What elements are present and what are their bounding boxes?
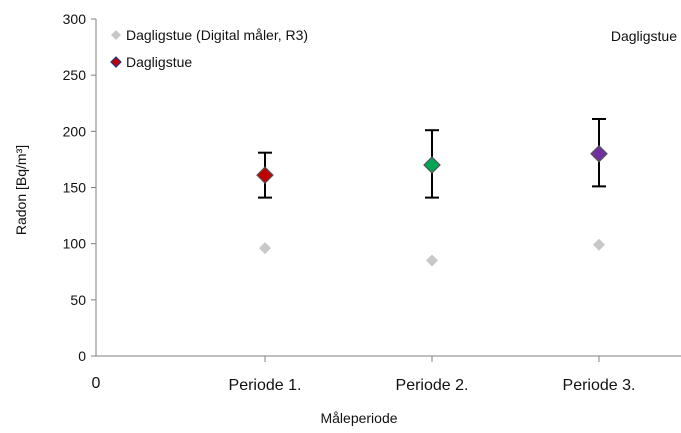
x-tick-label: Periode 3. <box>563 377 636 394</box>
legend-marker <box>111 30 121 40</box>
legend-label: Dagligstue (Digital måler, R3) <box>126 27 308 43</box>
dagligstue-point <box>590 144 608 163</box>
x-origin-label: 0 <box>92 375 101 392</box>
x-tick-label: Periode 2. <box>396 377 469 394</box>
x-categories: Periode 1. Periode 2. Periode 3. <box>229 356 636 394</box>
dagligstue-point <box>256 166 274 184</box>
chart-annotation: Dagligstue <box>611 28 677 44</box>
digital-meter-point <box>593 238 605 251</box>
y-tick-label: 250 <box>63 67 87 83</box>
x-axis-title: Måleperiode <box>320 410 397 426</box>
digital-meter-point <box>426 254 438 267</box>
y-tick-label: 100 <box>63 236 87 252</box>
y-tick-label: 200 <box>63 123 87 139</box>
y-tick-label: 300 <box>63 11 87 27</box>
y-ticks: 0 50 100 150 200 250 300 <box>63 11 96 364</box>
data-marks <box>256 117 608 267</box>
digital-meter-point <box>259 242 271 255</box>
x-tick-label: Periode 1. <box>229 377 302 394</box>
y-axis-title: Radon [Bq/m³] <box>13 145 29 235</box>
y-tick-label: 0 <box>78 348 86 364</box>
legend-marker <box>110 56 122 68</box>
y-tick-label: 150 <box>63 180 87 196</box>
legend-label: Dagligstue <box>126 54 192 70</box>
legend: Dagligstue (Digital måler, R3) Dagligstue <box>110 27 308 70</box>
y-tick-label: 50 <box>70 292 86 308</box>
dagligstue-point <box>423 156 441 174</box>
